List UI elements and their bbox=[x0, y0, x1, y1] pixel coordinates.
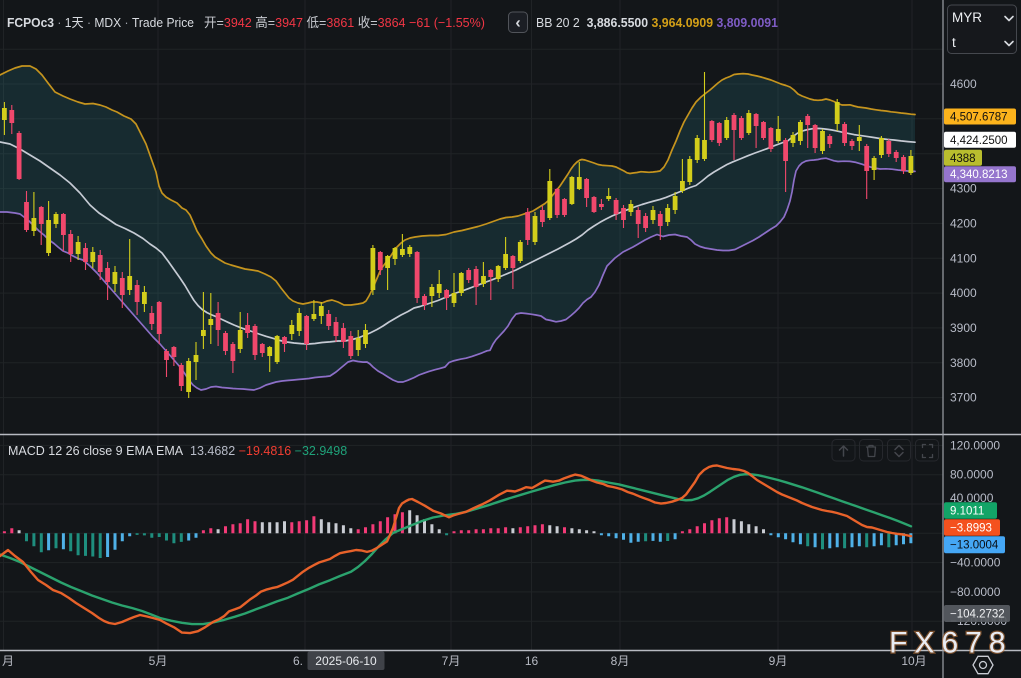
svg-text:9月: 9月 bbox=[769, 654, 788, 668]
svg-text:5月: 5月 bbox=[149, 654, 168, 668]
svg-text:FX678: FX678 bbox=[889, 627, 1012, 660]
svg-text:−3.8993: −3.8993 bbox=[950, 522, 992, 534]
svg-text:4,424.2500: 4,424.2500 bbox=[950, 135, 1008, 147]
svg-text:4000: 4000 bbox=[950, 286, 977, 300]
svg-text:4388: 4388 bbox=[950, 153, 976, 165]
svg-text:MYR: MYR bbox=[952, 10, 982, 25]
svg-text:−80.0000: −80.0000 bbox=[950, 585, 1001, 599]
svg-text:−40.0000: −40.0000 bbox=[950, 556, 1001, 570]
svg-text:‹: ‹ bbox=[515, 15, 520, 32]
svg-text:40.0000: 40.0000 bbox=[950, 491, 994, 505]
svg-text:−104.2732: −104.2732 bbox=[950, 609, 1005, 621]
svg-text:月: 月 bbox=[2, 654, 14, 668]
svg-text:7月: 7月 bbox=[442, 654, 461, 668]
svg-text:80.0000: 80.0000 bbox=[950, 468, 994, 482]
svg-text:BB 20 2 3,886.5500 3,964.0909: BB 20 2 3,886.5500 3,964.0909 3,809.0091 bbox=[536, 15, 778, 30]
svg-text:−13.0004: −13.0004 bbox=[950, 540, 999, 552]
svg-text:3700: 3700 bbox=[950, 391, 977, 405]
svg-text:8月: 8月 bbox=[611, 654, 630, 668]
svg-text:9.1011: 9.1011 bbox=[950, 505, 984, 517]
svg-text:3800: 3800 bbox=[950, 356, 977, 370]
svg-text:4,340.8213: 4,340.8213 bbox=[950, 169, 1008, 181]
svg-text:120.0000: 120.0000 bbox=[950, 438, 1000, 452]
svg-text:10月: 10月 bbox=[901, 654, 926, 668]
svg-text:6.: 6. bbox=[293, 654, 303, 668]
svg-text:4300: 4300 bbox=[950, 182, 977, 196]
svg-text:4600: 4600 bbox=[950, 77, 977, 91]
svg-text:4,507.6787: 4,507.6787 bbox=[950, 112, 1008, 124]
svg-text:2025-06-10: 2025-06-10 bbox=[315, 654, 377, 668]
svg-text:t: t bbox=[952, 35, 956, 50]
svg-text:16: 16 bbox=[525, 654, 539, 668]
svg-text:4200: 4200 bbox=[950, 216, 977, 230]
svg-text:MACD 12 26 close 9 EMA EMA 13: MACD 12 26 close 9 EMA EMA 13.4682 −19.4… bbox=[8, 444, 347, 458]
svg-text:开=3942 高=3947 低=3861 收=3864 −6: 开=3942 高=3947 低=3861 收=3864 −61 (−1.55%) bbox=[204, 15, 485, 30]
svg-text:3900: 3900 bbox=[950, 321, 977, 335]
svg-text:FCPOc3 · 1天 · MDX · Trade Pric: FCPOc3 · 1天 · MDX · Trade Price bbox=[7, 15, 194, 30]
svg-text:FX678: FX678 bbox=[889, 627, 1012, 660]
svg-text:4100: 4100 bbox=[950, 251, 977, 265]
